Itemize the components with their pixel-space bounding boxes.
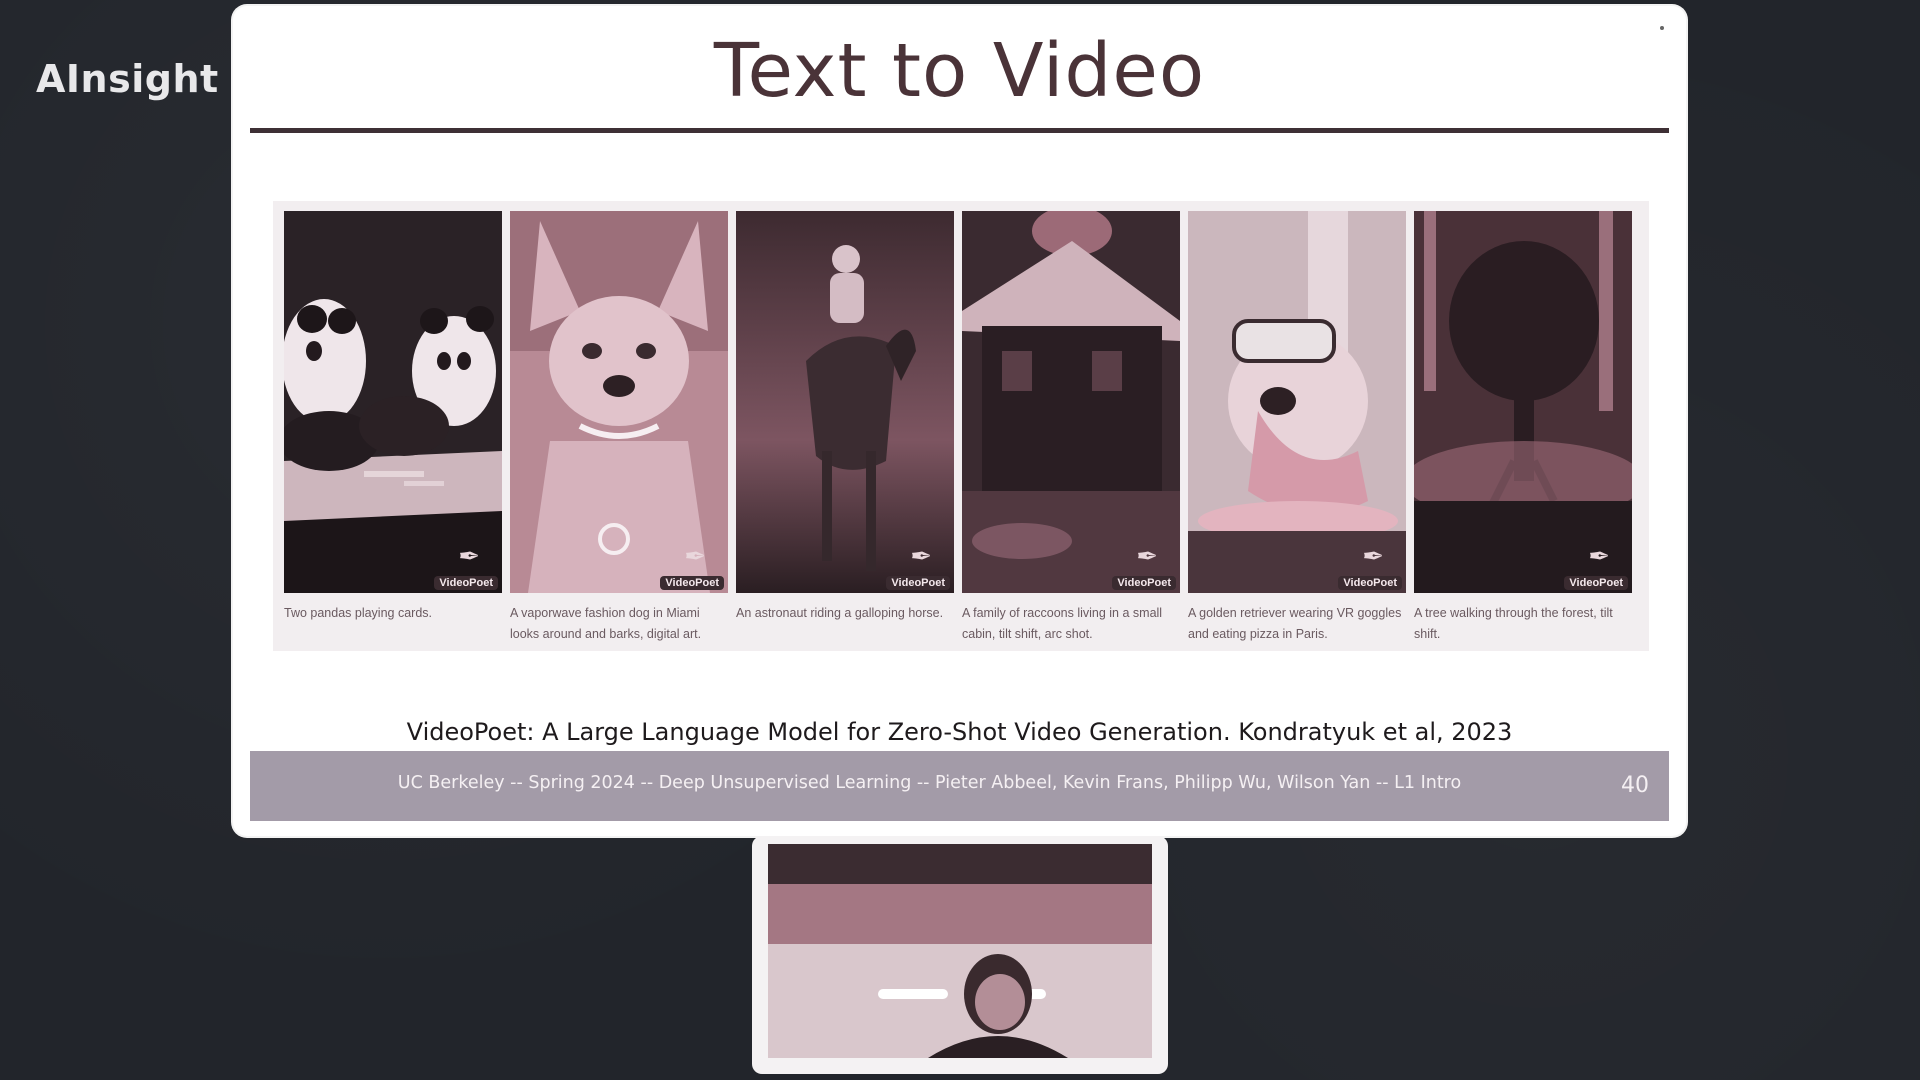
videopoet-badge: VideoPoet	[1338, 576, 1402, 590]
videopoet-badge: VideoPoet	[1112, 576, 1176, 590]
panel-caption: A golden retriever wearing VR goggles an…	[1188, 606, 1402, 641]
video-thumbnail: ✒ VideoPoet	[284, 211, 502, 593]
slide-title: Text to Video	[713, 28, 1206, 114]
videopoet-pen-icon: ✒	[458, 541, 480, 571]
paper-citation: VideoPoet: A Large Language Model for Ze…	[406, 718, 1513, 746]
video-thumbnail: ✒ VideoPoet	[736, 211, 954, 593]
videopoet-pen-icon: ✒	[1136, 541, 1158, 571]
videopoet-pen-icon: ✒	[684, 541, 706, 571]
slide-footer: UC Berkeley -- Spring 2024 -- Deep Unsup…	[250, 751, 1669, 821]
panel-caption: A family of raccoons living in a small c…	[962, 606, 1163, 641]
presenter-camera	[752, 836, 1168, 1074]
presentation-slide: Text to Video	[233, 6, 1686, 836]
video-panel-tree: ✒ VideoPoet A tree walking through the f…	[1414, 211, 1632, 645]
video-thumbnail: ✒ VideoPoet	[1188, 211, 1406, 593]
video-panel-cabin: ✒ VideoPoet A family of raccoons living …	[962, 211, 1180, 645]
videopoet-badge: VideoPoet	[434, 576, 498, 590]
video-examples-strip: ✒ VideoPoet Two pandas playing cards.	[273, 201, 1649, 651]
video-panel-pandas: ✒ VideoPoet Two pandas playing cards.	[284, 211, 502, 624]
video-panel-dog: ✒ VideoPoet A vaporwave fashion dog in M…	[510, 211, 728, 645]
slide-dot	[1660, 26, 1664, 30]
panel-caption: A tree walking through the forest, tilt …	[1414, 606, 1613, 641]
videopoet-pen-icon: ✒	[1588, 541, 1610, 571]
video-thumbnail: ✒ VideoPoet	[510, 211, 728, 593]
video-panel-astronaut: ✒ VideoPoet An astronaut riding a gallop…	[736, 211, 954, 624]
panel-caption: Two pandas playing cards.	[284, 606, 433, 620]
videopoet-pen-icon: ✒	[910, 541, 932, 571]
videopoet-badge: VideoPoet	[886, 576, 950, 590]
title-divider	[250, 128, 1669, 133]
panel-caption: A vaporwave fashion dog in Miami looks a…	[510, 606, 702, 641]
videopoet-badge: VideoPoet	[1564, 576, 1628, 590]
video-thumbnail: ✒ VideoPoet	[962, 211, 1180, 593]
videopoet-pen-icon: ✒	[1362, 541, 1384, 571]
footer-text: UC Berkeley -- Spring 2024 -- Deep Unsup…	[397, 773, 1462, 793]
videopoet-badge: VideoPoet	[660, 576, 724, 590]
video-thumbnail: ✒ VideoPoet	[1414, 211, 1632, 593]
page-number: 40	[1621, 773, 1649, 798]
panel-caption: An astronaut riding a galloping horse.	[736, 606, 944, 620]
camera-feed	[768, 844, 1152, 1058]
brand-name: AInsight	[36, 57, 219, 101]
video-panel-retriever: ✒ VideoPoet A golden retriever wearing V…	[1188, 211, 1406, 645]
